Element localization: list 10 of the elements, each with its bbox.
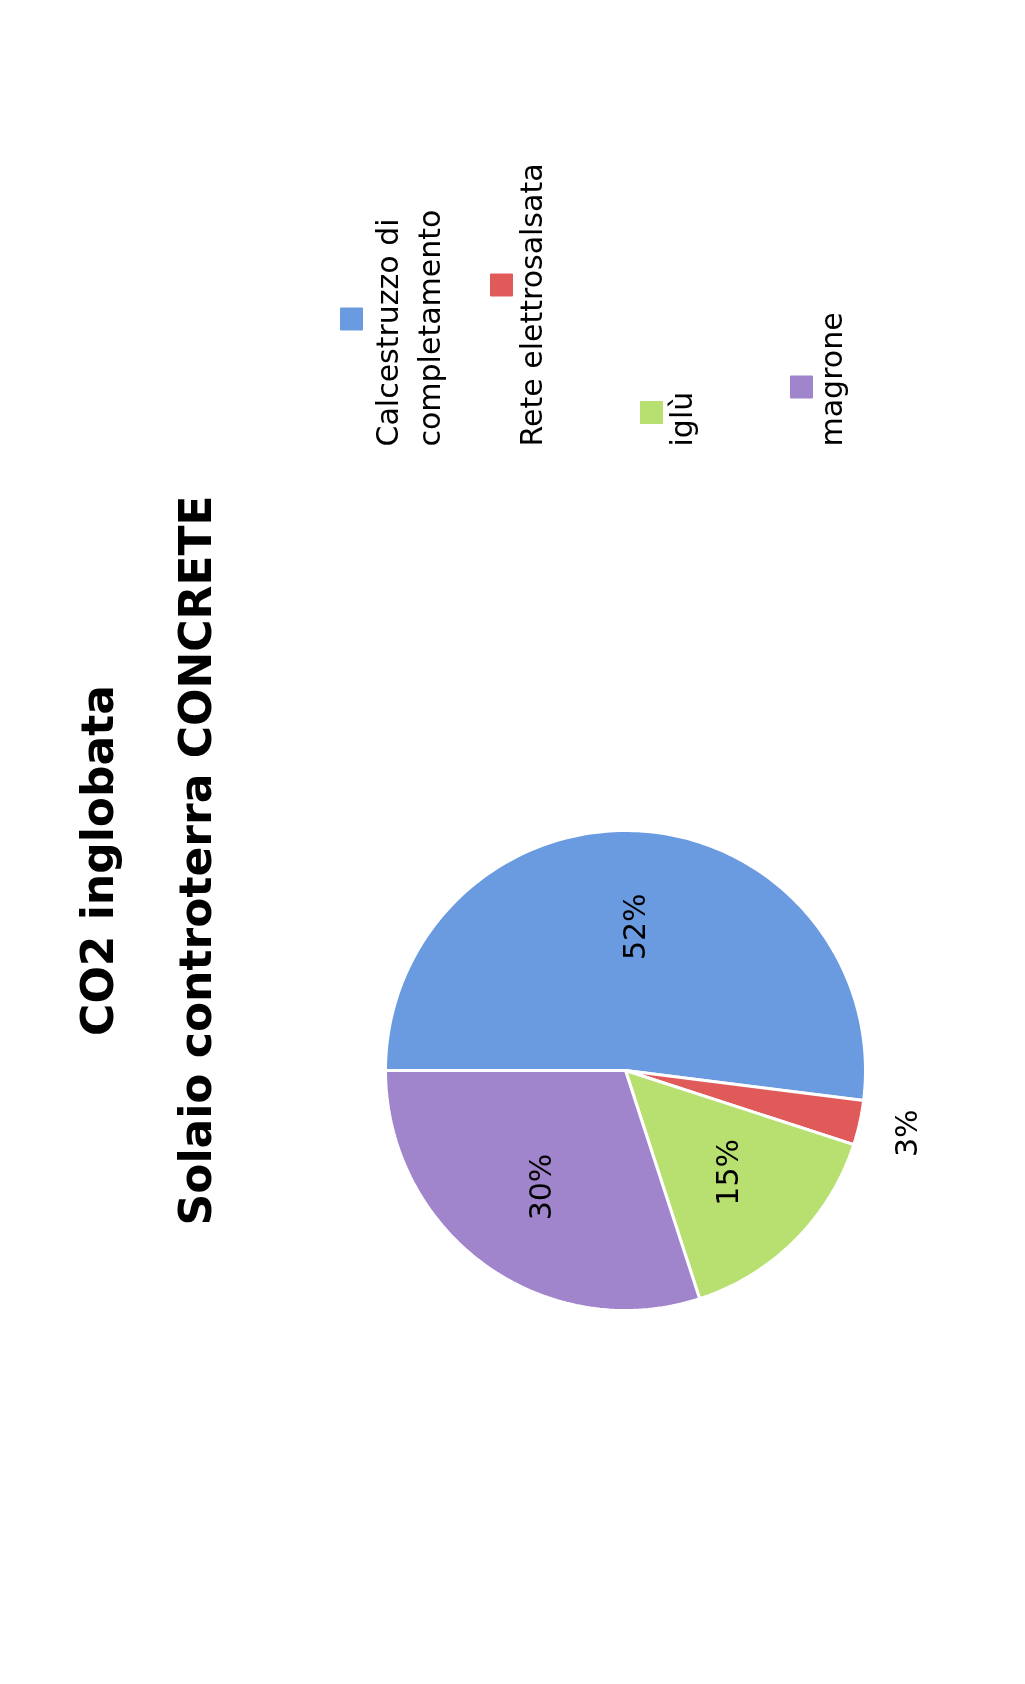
legend-label: Rete elettrosalsata — [514, 163, 549, 447]
data-label: 3% — [889, 1109, 925, 1158]
text: CO2 inglobata — [72, 685, 123, 1036]
legend-label: magrone — [814, 312, 849, 447]
data-label: 15% — [709, 1138, 745, 1206]
legend-label: iglù — [664, 391, 699, 447]
data-label: 52% — [617, 893, 653, 961]
text: Solaio controterra CONCRETE — [170, 495, 221, 1226]
data-label: 30% — [523, 1153, 559, 1221]
legend-label: Calcestruzzo di completamento — [370, 209, 447, 447]
